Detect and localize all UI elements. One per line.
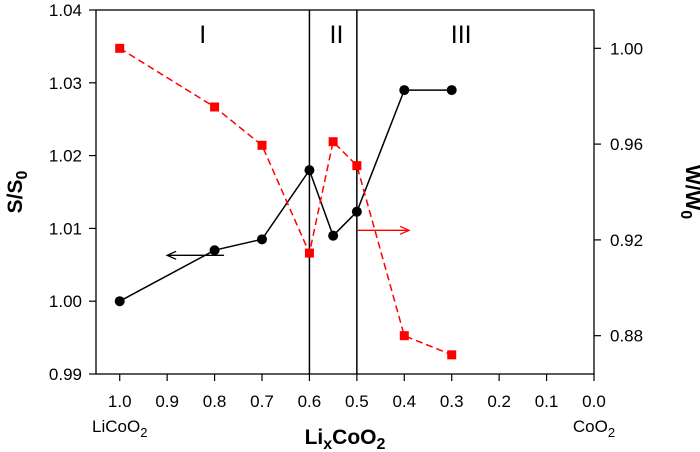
arrow-right [356,225,411,235]
x-tick-label: 1.0 [108,392,132,411]
data-point-circle [114,296,125,307]
series-line [119,47,452,356]
y-right-tick-label: 0.92 [610,231,643,250]
series-0-left [114,85,457,307]
y-left-tick-label: 1.02 [49,147,82,166]
x-tick-label: 0.0 [582,392,606,411]
ticks-layer: 1.0 0.9 0.8 0.7 0.6 0.5 0.4 0.3 0.2 0.1 0.0 0.99 1.0… [49,1,643,411]
x-tick-label: 0.1 [535,392,559,411]
x-axis-title: LixCoO2 [305,426,386,452]
data-point-circle [328,230,339,241]
region-label-III: III [451,21,472,49]
data-point-square [399,331,409,341]
x-tick-label: 0.5 [345,392,369,411]
y-left-tick-label: 1.01 [49,219,82,238]
data-point-circle [304,165,315,176]
data-point-square [304,248,314,258]
plot-border [95,9,595,375]
data-point-square [328,137,338,147]
y-right-tick-label: 0.96 [610,135,643,154]
y-left-tick-label: 0.99 [49,365,82,384]
x-tick-label: 0.6 [298,392,322,411]
y-left-tick-label: 1.00 [49,292,82,311]
series-1-right [115,43,457,360]
series-line [119,89,452,302]
x-tick-label: 0.4 [392,392,416,411]
y-left-tick-label: 1.03 [49,74,82,93]
plot-frame [95,9,595,375]
arrow-head [399,225,411,235]
y-left-tick-label: 1.04 [49,1,82,20]
y-right-tick-label: 1.00 [610,39,643,58]
x-end-label-left: LiCoO2 [92,417,147,440]
region-dividers [308,10,358,374]
y-right-tick-label: 0.88 [610,327,643,346]
y-right-axis-title: W/W0 [677,165,700,219]
data-point-circle [257,234,267,245]
region-label-I: I [199,21,206,49]
data-point-circle [399,85,410,96]
arrow-head [165,250,177,260]
series-layer [114,43,457,360]
x-tick-label: 0.8 [203,392,227,411]
x-end-label-right: CoO2 [573,417,615,440]
region-label-II: II [330,21,344,49]
data-point-square [352,161,362,171]
x-tick-label: 0.9 [155,392,179,411]
arrow-left [165,250,225,260]
data-point-circle [351,206,362,217]
data-point-square [115,43,125,53]
data-point-square [257,140,267,150]
data-point-circle [209,245,220,256]
data-point-square [210,102,220,112]
x-tick-label: 0.3 [440,392,464,411]
x-tick-label: 0.7 [250,392,274,411]
y-left-axis-title: S/S0 [4,171,31,214]
x-tick-label: 0.2 [487,392,511,411]
data-point-circle [446,85,457,96]
data-point-square [447,350,457,360]
